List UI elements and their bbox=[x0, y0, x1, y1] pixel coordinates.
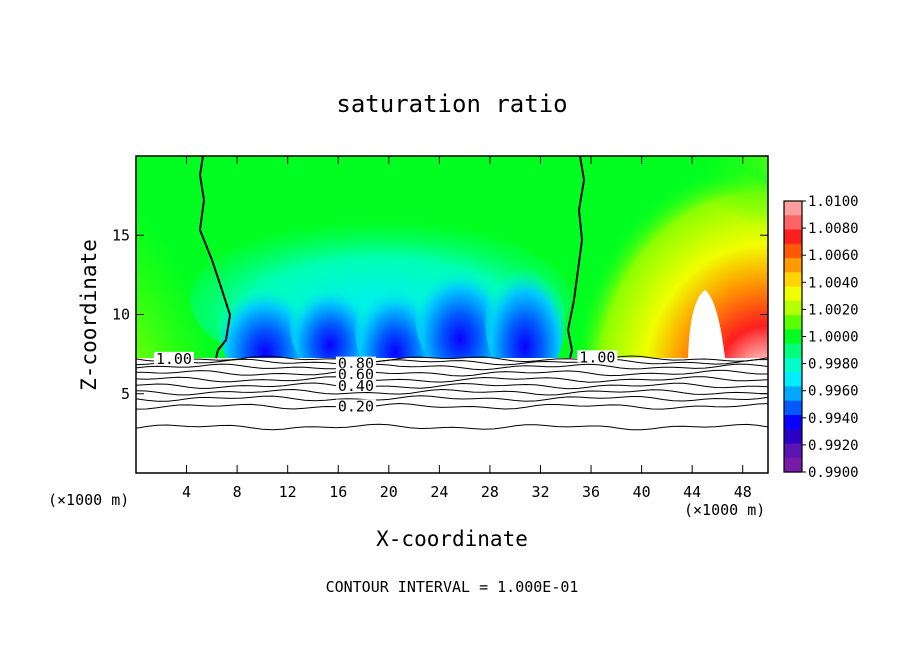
colorbar-label: 0.9920 bbox=[808, 438, 859, 454]
colorbar-swatch bbox=[784, 457, 802, 473]
contour-line-0.6 bbox=[136, 376, 768, 383]
x-tick-label: 48 bbox=[734, 483, 752, 501]
x-tick-label: 28 bbox=[481, 483, 499, 501]
x-unit-right: (×1000 m) bbox=[684, 501, 765, 519]
colorbar-label: 1.0000 bbox=[808, 330, 859, 346]
plot-area bbox=[136, 156, 768, 473]
colorbar-label: 1.0040 bbox=[808, 275, 859, 291]
x-tick-label: 24 bbox=[430, 483, 448, 501]
x-tick-label: 8 bbox=[233, 483, 242, 501]
contour-label: 1.00 bbox=[156, 350, 192, 368]
colorbar-swatch bbox=[784, 243, 802, 259]
contour-line-0.8 bbox=[136, 363, 768, 371]
contour-labels: 1.00 1.000.800.600.400.20 bbox=[153, 348, 618, 415]
x-tick-label: 4 bbox=[182, 483, 191, 501]
x-tick-label: 44 bbox=[683, 483, 701, 501]
colorbar-swatch bbox=[784, 300, 802, 316]
contour-interval-note: CONTOUR INTERVAL = 1.000E-01 bbox=[326, 578, 579, 596]
x-tick-label: 40 bbox=[633, 483, 651, 501]
colorbar-swatch bbox=[784, 315, 802, 330]
colorbar-label: 0.9900 bbox=[808, 465, 859, 481]
y-tick-label: 5 bbox=[121, 385, 130, 403]
contour-line-0.9 bbox=[136, 358, 768, 366]
colorbar-swatch bbox=[784, 414, 802, 430]
contour-label: 1.00 bbox=[579, 348, 615, 366]
colorbar-swatch bbox=[784, 443, 802, 459]
colorbar-swatch bbox=[784, 201, 802, 216]
field-top-right-warm bbox=[600, 156, 768, 280]
chart-title: saturation ratio bbox=[336, 90, 567, 118]
y-axis-label: Z-coordinate bbox=[77, 239, 101, 391]
colorbar-label: 1.0100 bbox=[808, 194, 859, 210]
contour-line-0.5 bbox=[136, 382, 768, 390]
colorbar-swatch bbox=[784, 343, 802, 359]
colorbar-swatch bbox=[784, 272, 802, 288]
x-tick-label: 36 bbox=[582, 483, 600, 501]
contour-line-0.7 bbox=[136, 369, 768, 377]
colorbar-swatch bbox=[784, 400, 802, 416]
contour-line-0.1 bbox=[136, 423, 768, 431]
colorbar-label: 0.9940 bbox=[808, 411, 859, 427]
contour-lines bbox=[136, 355, 768, 431]
colorbar-swatch bbox=[784, 429, 802, 445]
x-axis: 4 8 12 16 20 24 28 32 36 40 44 48 bbox=[182, 156, 752, 501]
colorbar-swatch bbox=[784, 329, 802, 345]
contour-label-bg bbox=[335, 399, 376, 412]
x-tick-label: 16 bbox=[329, 483, 347, 501]
y-tick-label: 15 bbox=[112, 226, 130, 244]
colorbar-swatch bbox=[784, 372, 802, 388]
colorbar-label: 1.0060 bbox=[808, 248, 859, 264]
contour-label-bg bbox=[335, 378, 376, 391]
contour-label-bg bbox=[335, 356, 376, 369]
x-unit-left: (×1000 m) bbox=[48, 491, 129, 509]
y-axis: 5 10 15 bbox=[112, 226, 768, 403]
colorbar-label: 1.0020 bbox=[808, 302, 859, 318]
colorbar-label: 1.0080 bbox=[808, 221, 859, 237]
colorbar-swatch bbox=[784, 357, 802, 373]
x-axis-label: X-coordinate bbox=[376, 527, 528, 551]
contour-label-bg bbox=[577, 350, 618, 363]
colorbar-swatch bbox=[784, 386, 802, 402]
contour-label-bg bbox=[335, 367, 376, 380]
colorbar-swatch bbox=[784, 229, 802, 245]
field-blue-cell-4 bbox=[415, 255, 505, 375]
colorbar-swatch bbox=[784, 258, 802, 273]
x-tick-label: 32 bbox=[531, 483, 549, 501]
contour-line-0.4 bbox=[136, 388, 768, 396]
x-tick-label: 12 bbox=[279, 483, 297, 501]
colorbar: 1.0100 1.0080 1.0060 1.0040 1.0020 1.0000 0.99… bbox=[783, 194, 859, 481]
contour-1.00-left bbox=[198, 156, 232, 359]
field-blue-cell-2 bbox=[290, 275, 370, 375]
colorbar-swatch bbox=[784, 286, 802, 302]
field-lower bbox=[136, 358, 768, 473]
field-white-blob bbox=[688, 290, 725, 358]
y-tick-label: 10 bbox=[112, 306, 130, 324]
contour-line-0.2 bbox=[136, 402, 768, 410]
field-blue-cell-1 bbox=[220, 275, 310, 385]
contour-line-0.3 bbox=[136, 395, 768, 402]
colorbar-label: 0.9960 bbox=[808, 384, 859, 400]
contour-label-bg bbox=[153, 351, 194, 364]
colorbar-label: 0.9980 bbox=[808, 357, 859, 373]
colorbar-swatch bbox=[784, 215, 802, 231]
x-tick-label: 20 bbox=[380, 483, 398, 501]
contour-label: 0.40 bbox=[338, 377, 374, 395]
contour-label: 0.20 bbox=[338, 397, 374, 415]
field-blue-cell-5 bbox=[485, 255, 565, 385]
contour-1.00-right bbox=[566, 156, 586, 359]
contour-line-1.0 bbox=[136, 355, 768, 363]
